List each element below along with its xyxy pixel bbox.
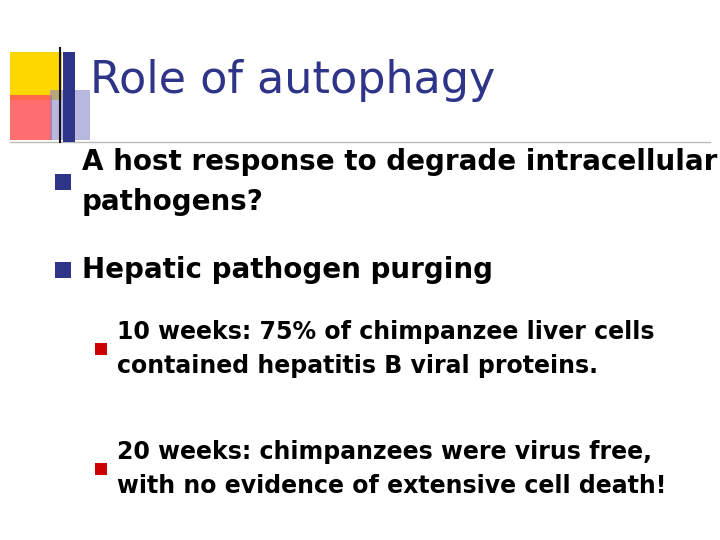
Bar (95, 343, 107, 355)
Text: A host response to degrade intracellular
pathogens?: A host response to degrade intracellular… (82, 148, 717, 215)
Bar (55, 174, 71, 190)
Text: Hepatic pathogen purging: Hepatic pathogen purging (82, 256, 493, 284)
Text: 10 weeks: 75% of chimpanzee liver cells
contained hepatitis B viral proteins.: 10 weeks: 75% of chimpanzee liver cells … (117, 320, 654, 378)
Bar (10, 52, 62, 100)
Text: 20 weeks: chimpanzees were virus free,
with no evidence of extensive cell death!: 20 weeks: chimpanzees were virus free, w… (117, 440, 667, 498)
Bar (10, 95, 52, 140)
Bar (95, 463, 107, 475)
Text: Role of autophagy: Role of autophagy (90, 58, 495, 102)
Bar (55, 262, 71, 278)
Bar (63, 52, 75, 142)
Bar (50, 90, 90, 140)
